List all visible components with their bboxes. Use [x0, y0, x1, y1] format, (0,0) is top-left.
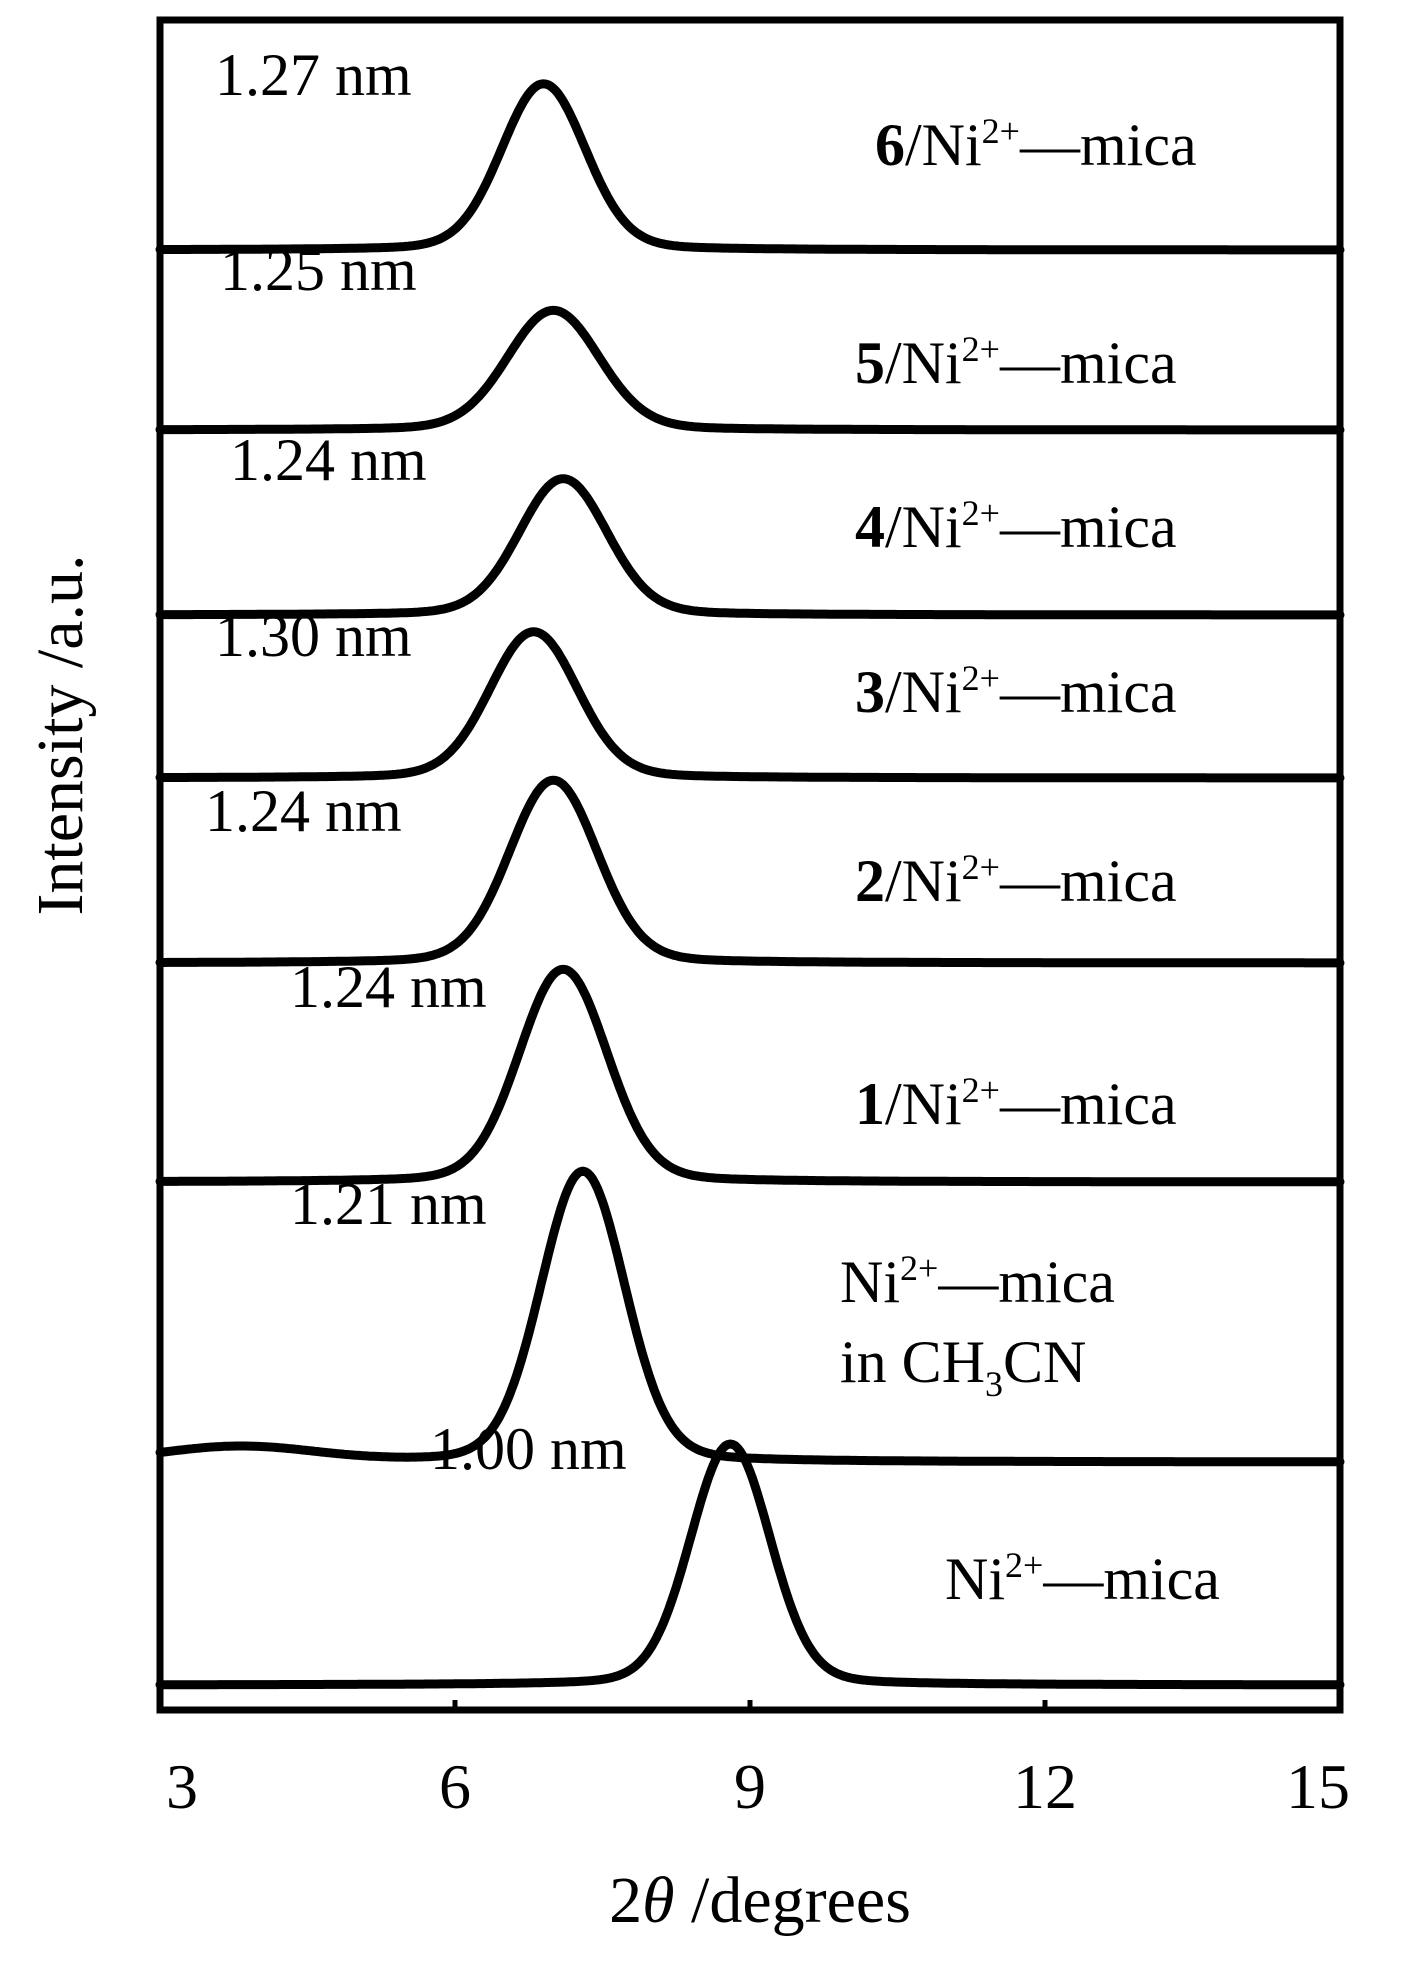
x-tick-label-9: 9 [734, 1751, 766, 1822]
traces-group [155, 79, 1345, 1690]
sample-label-7: Ni2+—mica [945, 1545, 1220, 1612]
d-spacing-label-5: 1.24 nm [290, 954, 487, 1020]
d-spacing-label-2: 1.24 nm [230, 427, 427, 493]
sample-label-3: 3/Ni2+—mica [855, 658, 1177, 725]
series-trace-5 [155, 964, 1345, 1187]
series-trace-2 [155, 474, 1345, 620]
series-trace-3 [155, 627, 1345, 783]
d-spacing-label-1: 1.25 nm [220, 237, 417, 303]
x-tick-labels: 3 6 9 12 15 [166, 1751, 1350, 1822]
x-tick-label-3: 3 [166, 1751, 198, 1822]
d-spacing-label-0: 1.27 nm [215, 42, 412, 108]
d-spacing-label-3: 1.30 nm [215, 603, 412, 669]
sample-label-0: 6/Ni2+—mica [875, 111, 1197, 178]
sample-label-1: 5/Ni2+—mica [855, 329, 1177, 396]
sample-label-2: 4/Ni2+—mica [855, 493, 1177, 560]
d-spacing-label-6: 1.21 nm [290, 1171, 487, 1237]
y-axis-label: Intensity /a.u. [24, 554, 97, 915]
series-trace-1 [155, 305, 1345, 435]
sample-label-4: 2/Ni2+—mica [855, 847, 1177, 914]
x-tick-label-15: 15 [1286, 1751, 1350, 1822]
series-trace-6 [155, 1166, 1345, 1467]
x-tick-label-12: 12 [1013, 1751, 1077, 1822]
d-spacing-label-4: 1.24 nm [205, 778, 402, 844]
sample-label-5: 1/Ni2+—mica [855, 1070, 1177, 1137]
sample-label-line2-6: in CH3CN [840, 1329, 1086, 1404]
series-trace-0 [155, 79, 1345, 255]
x-axis-ticks [157, 1700, 1343, 1710]
labels-group: 1.27 nm 6/Ni2+—mica 1.25 nm 5/Ni2+—mica 1.24… [205, 42, 1220, 1612]
d-spacing-label-7: 1.00 nm [430, 1416, 627, 1482]
x-tick-label-6: 6 [439, 1751, 471, 1822]
x-axis-label: 2θ /degrees [609, 1864, 911, 1937]
series-trace-4 [155, 775, 1345, 968]
sample-label-6: Ni2+—mica [840, 1248, 1115, 1315]
series-trace-7 [155, 1439, 1345, 1690]
